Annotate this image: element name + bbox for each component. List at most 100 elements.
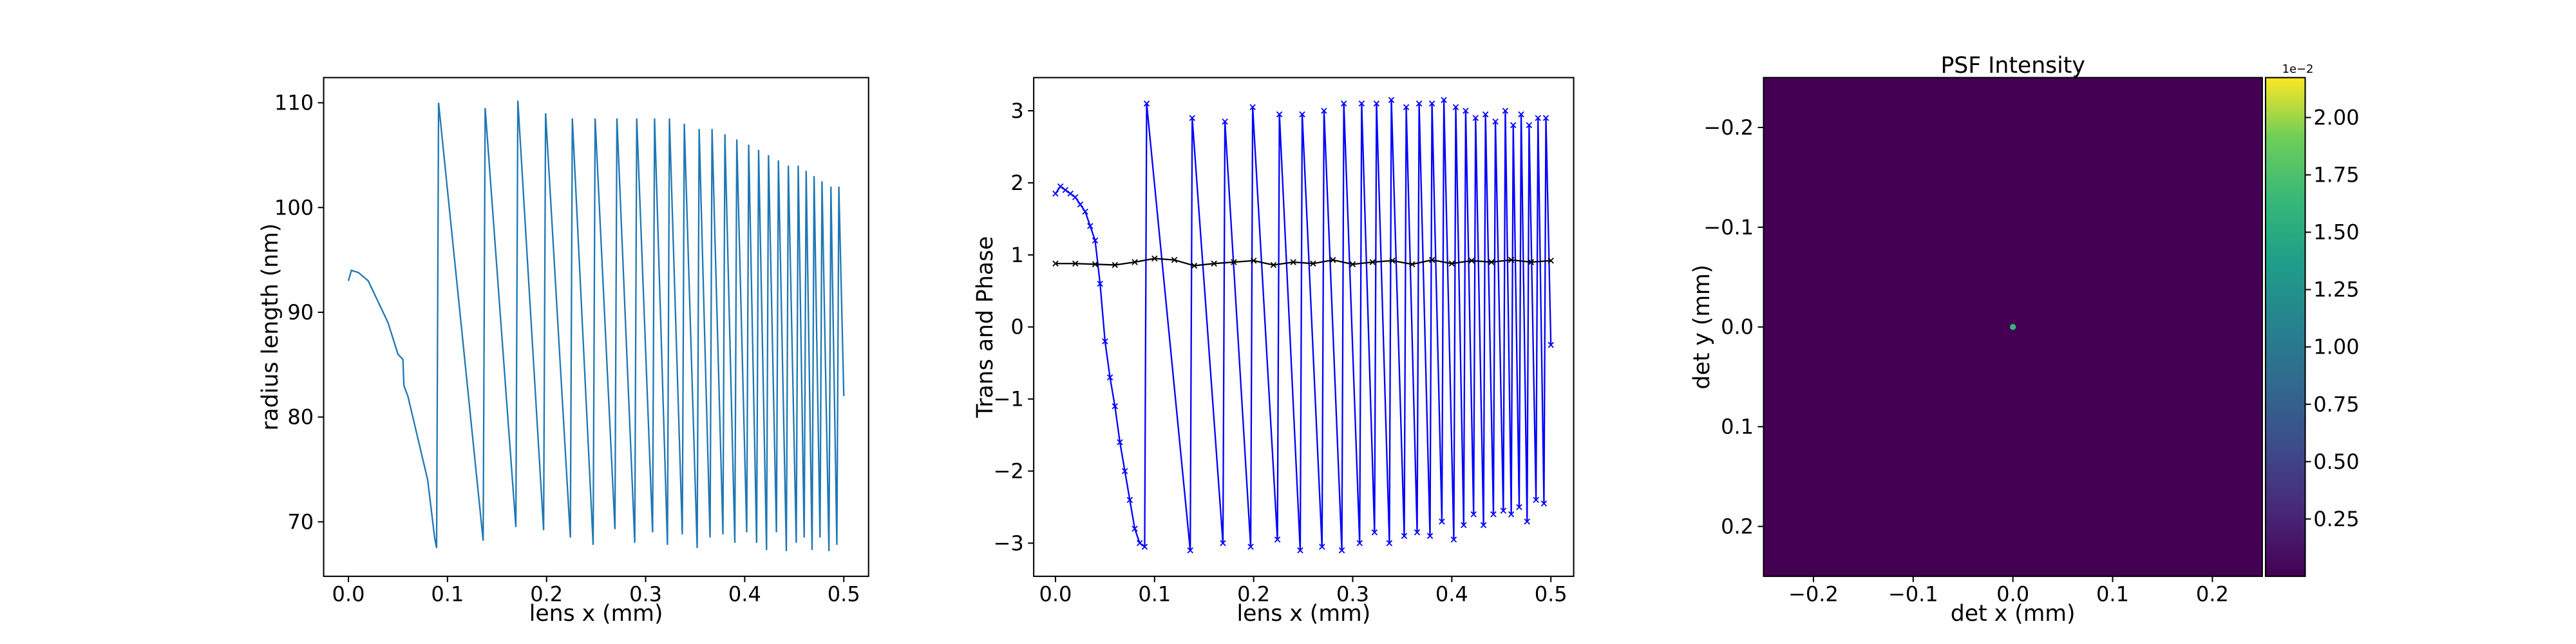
marker [1492,118,1499,125]
data-line [1055,100,1552,551]
marker [1151,255,1158,262]
y-tick-label: 3 [1010,99,1023,123]
x-tick-label: 0.2 [1237,582,1270,606]
y-axis-label: det y (mm) [1689,265,1715,390]
y-tick-label: 0.0 [1721,315,1754,339]
marker [1222,118,1228,125]
marker [1416,100,1423,107]
marker [1052,260,1059,267]
marker [1082,208,1088,215]
colorbar [2264,77,2306,577]
marker [1470,511,1477,518]
marker [1276,111,1283,118]
marker [1231,259,1237,265]
marker [1452,104,1459,111]
marker [1535,115,1541,121]
x-tick-label: 0.1 [2096,582,2129,606]
marker [1528,259,1535,265]
marker [1220,540,1226,547]
x-axis-label: det x (mm) [1951,601,2076,627]
marker [1249,104,1256,111]
colorbar-tick-label: 1.50 [2313,220,2359,245]
marker [1132,259,1138,265]
marker [1072,260,1079,267]
marker [1121,468,1128,475]
marker [1463,108,1469,114]
psf-spot [2010,324,2016,330]
marker [1461,522,1467,529]
x-tick-label: 0.1 [431,582,464,606]
x-tick-label: 0.2 [2196,582,2229,606]
y-axis-label: radius length (nm) [258,223,283,431]
colorbar-offset-label: 1e−2 [2282,62,2314,76]
x-tick-label: 0.0 [1039,582,1072,606]
marker [1358,100,1365,107]
marker [1270,261,1277,269]
marker [1439,518,1445,525]
marker [1290,259,1296,265]
marker [1247,544,1254,550]
y-axis-label: Trans and Phase [972,236,998,419]
marker [1540,500,1548,507]
y-tick-label: 110 [274,91,314,115]
marker [1126,497,1133,503]
x-tick-label: 0.4 [728,582,761,606]
x-tick-label: −0.2 [1788,582,1839,606]
y-tick-label: 100 [274,195,314,220]
marker [1426,533,1434,539]
x-axis-label: lens x (mm) [529,601,663,627]
colorbar-tick-label: 1.25 [2313,278,2359,302]
y-tick-label: 90 [287,300,314,325]
axes-frame [323,77,869,577]
marker [1102,338,1108,345]
marker [1143,100,1150,107]
marker [1450,536,1457,543]
marker [1389,258,1396,264]
marker [1401,533,1408,539]
x-tick-label: 0.4 [1435,582,1468,606]
x-tick-label: 0.2 [530,582,563,606]
marker [1052,190,1059,197]
marker [1356,540,1363,547]
marker [1510,122,1517,129]
y-tick-label: 80 [287,405,314,430]
marker [1428,256,1435,263]
marker [1441,97,1447,103]
marker [1542,115,1549,121]
marker [1490,511,1497,518]
marker [1299,111,1305,118]
data-line [347,100,845,551]
marker [1112,403,1119,410]
y-tick-label: 2 [1010,171,1023,195]
marker [1077,201,1084,208]
marker [1518,111,1524,118]
y-tick-label: −2 [993,459,1023,484]
y-tick-label: 0.1 [1721,415,1754,439]
marker [1171,256,1178,263]
marker [1132,526,1138,532]
x-tick-label: 0.1 [1138,582,1171,606]
marker [1349,261,1356,268]
marker [1340,100,1347,107]
x-tick-label: 0.3 [629,582,662,606]
marker [1388,97,1395,103]
marker [1191,262,1198,269]
x-tick-label: 0.5 [1535,582,1567,606]
marker [1508,256,1515,263]
marker [1403,104,1410,111]
colorbar-tick-label: 1.00 [2313,335,2359,359]
marker [1319,544,1325,550]
marker [1548,258,1554,264]
marker [1488,259,1495,265]
y-tick-label: −1 [993,387,1023,412]
marker [1092,237,1099,244]
marker [1373,100,1380,107]
marker [1062,187,1069,193]
marker [1533,497,1539,503]
marker [1112,261,1119,269]
marker [1087,223,1094,229]
marker [1468,258,1475,264]
marker [1338,547,1345,554]
y-tick-label: 1 [1010,243,1023,267]
